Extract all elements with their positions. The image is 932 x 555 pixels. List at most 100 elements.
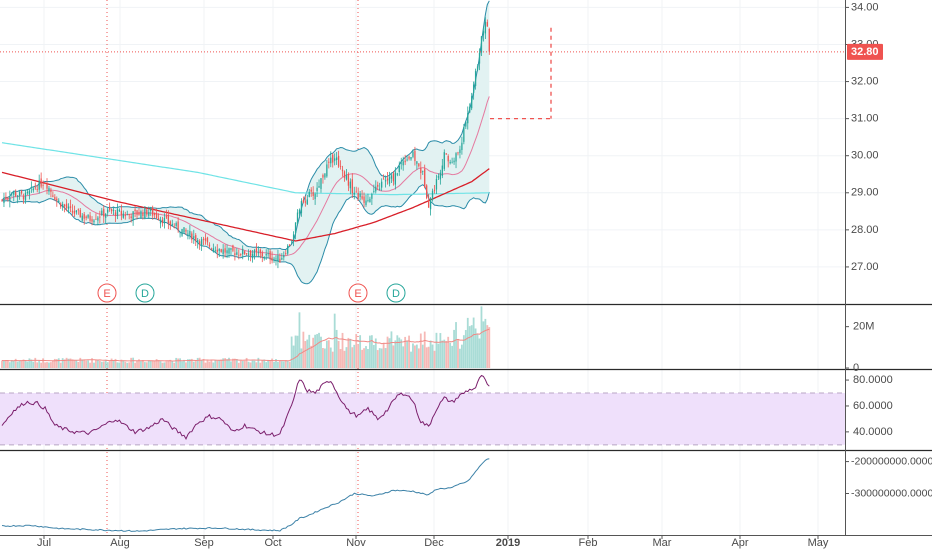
candle[interactable]: [75, 210, 78, 213]
candle[interactable]: [187, 233, 189, 235]
candle[interactable]: [449, 161, 451, 164]
candle[interactable]: [87, 214, 89, 218]
candle[interactable]: [443, 152, 445, 169]
candle[interactable]: [199, 241, 201, 245]
candle[interactable]: [42, 185, 44, 186]
candle[interactable]: [189, 231, 191, 235]
candle[interactable]: [3, 198, 5, 204]
candle[interactable]: [144, 208, 146, 219]
candle[interactable]: [150, 209, 152, 211]
candle[interactable]: [159, 219, 162, 224]
candle[interactable]: [208, 244, 211, 247]
candle[interactable]: [54, 196, 56, 201]
candle[interactable]: [306, 199, 308, 205]
candle[interactable]: [379, 188, 381, 190]
candle[interactable]: [410, 156, 412, 160]
candle[interactable]: [298, 209, 301, 214]
candle[interactable]: [337, 155, 340, 167]
obv-pane[interactable]: [1, 458, 490, 532]
candle[interactable]: [361, 196, 363, 199]
candle[interactable]: [392, 173, 395, 182]
candle[interactable]: [110, 209, 113, 212]
candle[interactable]: [281, 258, 283, 260]
event-circle[interactable]: [135, 283, 155, 303]
candle[interactable]: [408, 156, 410, 159]
candle[interactable]: [384, 180, 387, 182]
candle[interactable]: [486, 22, 488, 27]
candle[interactable]: [244, 251, 246, 254]
candle[interactable]: [95, 218, 97, 220]
candle[interactable]: [91, 219, 93, 222]
candle[interactable]: [469, 106, 471, 113]
candle[interactable]: [424, 169, 426, 188]
candle[interactable]: [101, 210, 103, 216]
candle[interactable]: [247, 253, 250, 255]
candle[interactable]: [275, 258, 277, 260]
candle[interactable]: [285, 253, 287, 255]
candle[interactable]: [232, 245, 234, 251]
candle[interactable]: [320, 178, 322, 189]
candle[interactable]: [447, 155, 449, 162]
candle[interactable]: [287, 245, 289, 254]
candle[interactable]: [269, 251, 271, 260]
candle[interactable]: [236, 252, 238, 255]
candle[interactable]: [478, 53, 481, 64]
candle[interactable]: [195, 235, 197, 241]
candle[interactable]: [249, 250, 252, 256]
candle[interactable]: [251, 253, 254, 259]
candle[interactable]: [152, 207, 154, 216]
candle[interactable]: [130, 216, 132, 219]
candle[interactable]: [476, 66, 479, 71]
candle[interactable]: [265, 254, 267, 256]
candle[interactable]: [60, 203, 62, 207]
candle[interactable]: [5, 196, 7, 199]
candle[interactable]: [245, 253, 248, 254]
candle[interactable]: [277, 255, 279, 262]
candle[interactable]: [69, 206, 72, 208]
candle[interactable]: [480, 36, 483, 53]
candle[interactable]: [183, 227, 185, 233]
candle[interactable]: [200, 239, 203, 247]
candle[interactable]: [373, 191, 375, 192]
candle[interactable]: [283, 255, 285, 258]
candle[interactable]: [228, 248, 230, 254]
candle[interactable]: [30, 187, 33, 188]
candle[interactable]: [441, 165, 443, 176]
candle[interactable]: [112, 210, 115, 212]
candle[interactable]: [169, 221, 171, 225]
candle[interactable]: [271, 257, 273, 261]
candle[interactable]: [224, 248, 226, 253]
candle[interactable]: [15, 191, 17, 197]
candle[interactable]: [62, 204, 64, 208]
candle[interactable]: [365, 200, 367, 206]
candle[interactable]: [120, 211, 123, 215]
candle[interactable]: [77, 209, 79, 211]
candle[interactable]: [461, 142, 463, 151]
candle[interactable]: [97, 217, 99, 221]
candle[interactable]: [326, 164, 328, 177]
candle[interactable]: [206, 237, 209, 243]
candle[interactable]: [71, 210, 74, 213]
candle[interactable]: [322, 175, 324, 178]
candle[interactable]: [157, 218, 160, 221]
candle[interactable]: [193, 236, 195, 238]
candle[interactable]: [50, 189, 52, 193]
candle[interactable]: [212, 248, 215, 252]
candle[interactable]: [312, 192, 314, 196]
candle[interactable]: [439, 172, 442, 180]
candle[interactable]: [175, 222, 177, 226]
candle[interactable]: [429, 198, 432, 210]
candle[interactable]: [181, 228, 183, 236]
candle[interactable]: [126, 213, 128, 215]
candle[interactable]: [465, 122, 467, 127]
candle[interactable]: [416, 161, 418, 164]
candle[interactable]: [328, 161, 330, 163]
candle[interactable]: [406, 159, 408, 161]
candle[interactable]: [167, 214, 169, 224]
candle[interactable]: [402, 161, 404, 166]
candle[interactable]: [375, 186, 377, 192]
candle[interactable]: [142, 212, 144, 217]
candle[interactable]: [400, 162, 402, 164]
candle[interactable]: [386, 178, 389, 181]
